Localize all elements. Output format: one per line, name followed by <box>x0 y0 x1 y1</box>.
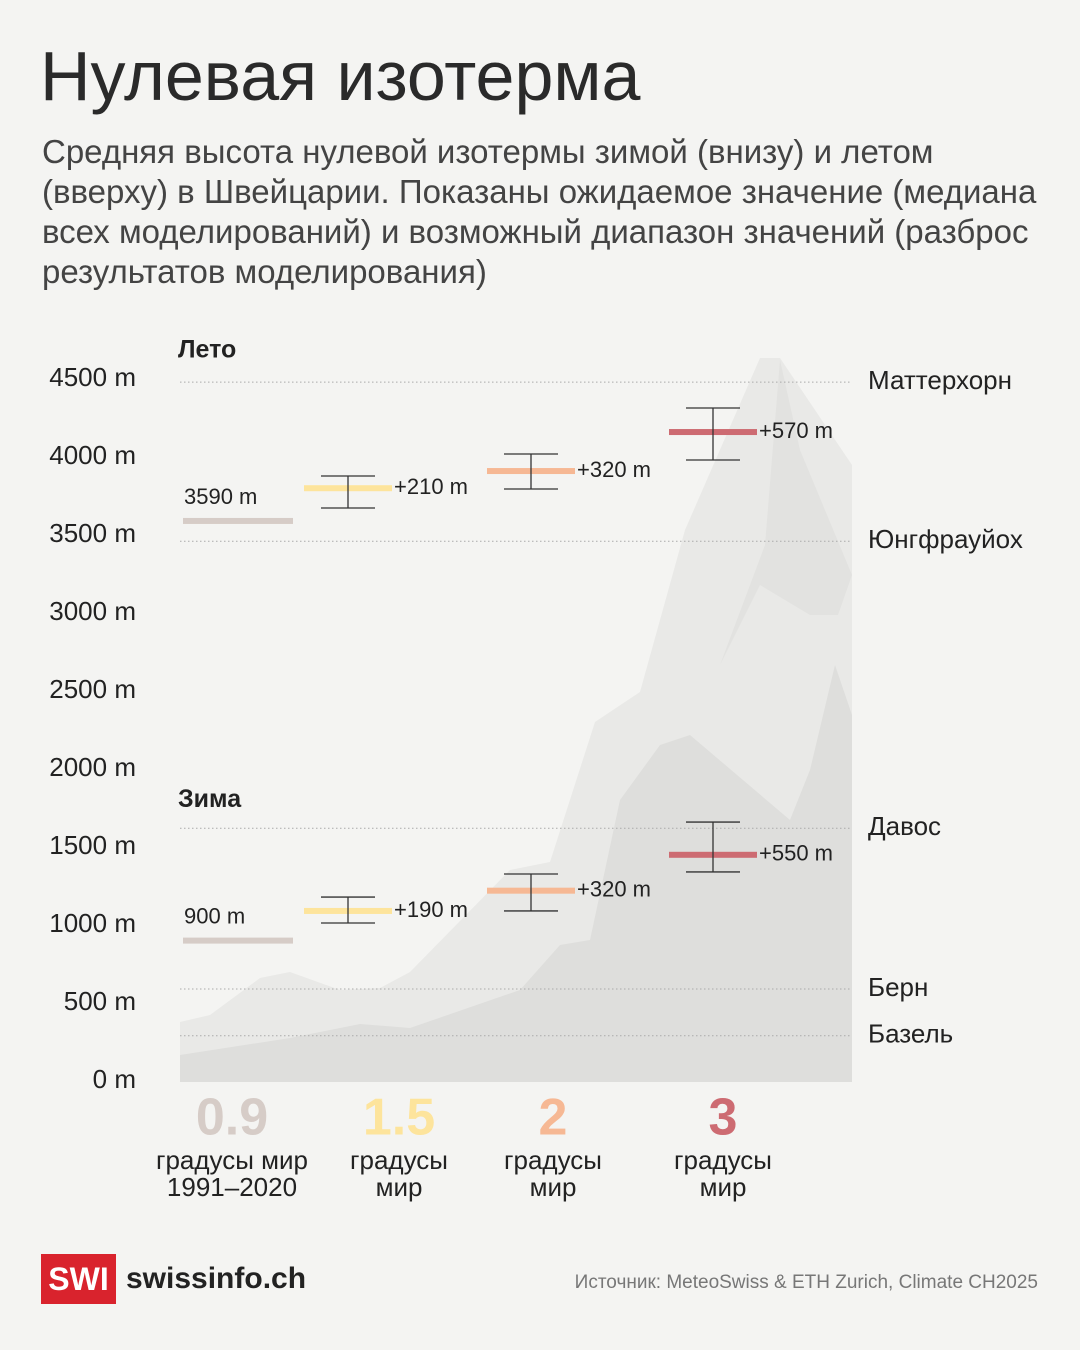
reference-label: Давос <box>868 811 941 841</box>
change-label: +210 m <box>394 474 468 499</box>
logo: SWI <box>41 1254 116 1304</box>
brand: swissinfo.ch <box>126 1262 307 1295</box>
category-note: градусы мир <box>504 1145 602 1202</box>
y-tick-label: 0 m <box>93 1064 136 1094</box>
baseline-label: 900 m <box>184 903 245 928</box>
season-label: Зима <box>178 785 242 813</box>
y-tick-label: 1500 m <box>49 830 136 860</box>
category-note: градусы мир <box>350 1145 448 1202</box>
baseline-label: 3590 m <box>184 484 257 509</box>
baseline-bar <box>183 937 293 944</box>
change-label: +320 m <box>577 457 651 482</box>
reference-label: Маттерхорн <box>868 365 1012 395</box>
y-tick-label: 4500 m <box>49 362 136 392</box>
source: Источник: MeteoSwiss & ETH Zurich, Clima… <box>574 1272 1038 1293</box>
change-label: +570 m <box>759 418 833 443</box>
reference-label: Базель <box>868 1019 953 1049</box>
change-label: +190 m <box>394 897 468 922</box>
y-tick-label: 500 m <box>64 986 136 1016</box>
category-note: градусы мир <box>674 1145 772 1202</box>
category-label: 1.5 <box>363 1089 435 1147</box>
category-label: 2 <box>539 1089 568 1147</box>
y-tick-label: 2500 m <box>49 674 136 704</box>
y-tick-label: 2000 m <box>49 752 136 782</box>
y-tick-label: 4000 m <box>49 440 136 470</box>
category-label: 3 <box>709 1089 738 1147</box>
reference-label: Юнгфрауйох <box>868 524 1023 554</box>
mountain-dark <box>180 665 852 1082</box>
y-tick-label: 1000 m <box>49 908 136 938</box>
y-tick-label: 3500 m <box>49 518 136 548</box>
category-label: 0.9 <box>196 1089 268 1147</box>
mountain-shade <box>720 360 852 665</box>
title: Нулевая изотерма <box>40 37 641 115</box>
season-label: Лето <box>178 336 236 364</box>
reference-label: Берн <box>868 972 928 1002</box>
change-label: +320 m <box>577 876 651 901</box>
baseline-bar <box>183 517 293 524</box>
category-note: градусы мир 1991–2020 <box>155 1145 309 1202</box>
change-label: +550 m <box>759 841 833 866</box>
subtitle: Средняя высота нулевой изотермы зимой (в… <box>42 133 1037 290</box>
y-tick-label: 3000 m <box>49 596 136 626</box>
